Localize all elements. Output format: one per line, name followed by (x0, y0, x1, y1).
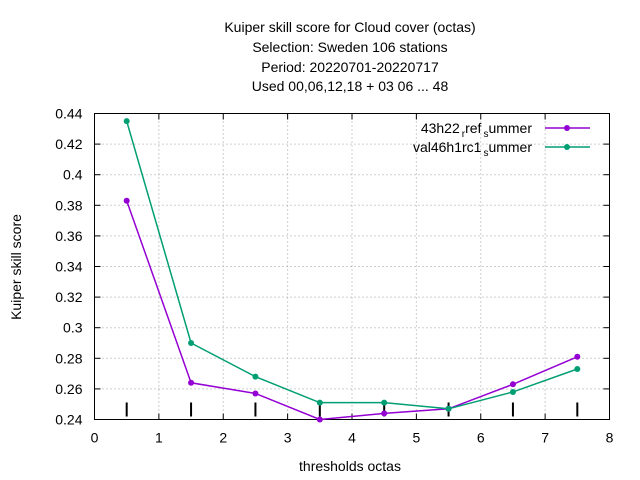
y-tick-label: 0.38 (55, 197, 82, 213)
series-1-point (188, 379, 195, 386)
axis-ticks (94, 113, 610, 420)
x-axis-label: thresholds octas (299, 458, 401, 474)
x-tick-label: 7 (541, 430, 549, 446)
series-2-point (574, 366, 581, 373)
series-2-point (509, 388, 516, 395)
series-1-point (123, 197, 130, 204)
title-line-1: Kuiper skill score for Cloud cover (octa… (224, 19, 475, 35)
series-1-point (381, 410, 388, 417)
series-1-point (252, 390, 259, 397)
series-2-point (445, 405, 452, 412)
legend-label-series-2: val46h1rc1 summer (413, 139, 532, 159)
y-tick-label: 0.28 (55, 350, 82, 366)
series-2-point (188, 340, 195, 346)
series-2 (123, 118, 581, 412)
series-1-point (316, 416, 323, 423)
y-tick-label: 0.32 (55, 289, 82, 305)
y-tick-label: 0.26 (55, 381, 82, 397)
series-1-point (509, 381, 516, 388)
grid (94, 113, 610, 420)
y-tick-label: 0.4 (63, 167, 83, 183)
tick-labels: 0 1 2 3 4 5 6 7 8 0.24 0.26 0.28 0.3 0.32 0.34 0.36 0.38… (55, 106, 613, 446)
title-line-4: Used 00,06,12,18 + 03 06 ... 48 (252, 78, 449, 94)
y-tick-label: 0.3 (63, 320, 83, 336)
x-tick-label: 6 (477, 430, 485, 446)
x-tick-label: 5 (412, 430, 420, 446)
chart-title: Kuiper skill score for Cloud cover (octa… (224, 19, 475, 94)
series-1-point (574, 353, 581, 360)
x-tick-label: 4 (348, 430, 356, 446)
y-axis-label: Kuiper skill score (8, 214, 24, 320)
title-line-2: Selection: Sweden 106 stations (252, 39, 447, 55)
legend-label-series-1: 43h22 rref summer (421, 120, 533, 140)
plot-frame (94, 113, 610, 420)
y-tick-label: 0.44 (55, 106, 82, 122)
x-tick-label: 3 (284, 430, 292, 446)
series-2-point (316, 399, 323, 406)
x-tick-label: 8 (606, 430, 614, 446)
x-tick-label: 1 (155, 430, 163, 446)
y-tick-label: 0.34 (55, 259, 82, 275)
title-line-3: Period: 20220701-20220717 (261, 59, 439, 75)
series-2-point (123, 118, 130, 125)
series-2-point (252, 373, 259, 380)
x-tick-label: 2 (219, 430, 227, 446)
series-2-line (125, 120, 578, 410)
series-2-point (381, 399, 388, 406)
y-tick-label: 0.24 (55, 412, 82, 428)
series (123, 118, 581, 423)
legend-marker-series-2 (564, 144, 570, 150)
legend: 43h22 rref summer val46h1rc1 summer (413, 120, 590, 159)
legend-marker-series-1 (564, 125, 570, 131)
x-tick-label: 0 (91, 430, 99, 446)
y-tick-label: 0.36 (55, 228, 82, 244)
series-1-line (125, 200, 578, 421)
y-tick-label: 0.42 (55, 136, 82, 152)
